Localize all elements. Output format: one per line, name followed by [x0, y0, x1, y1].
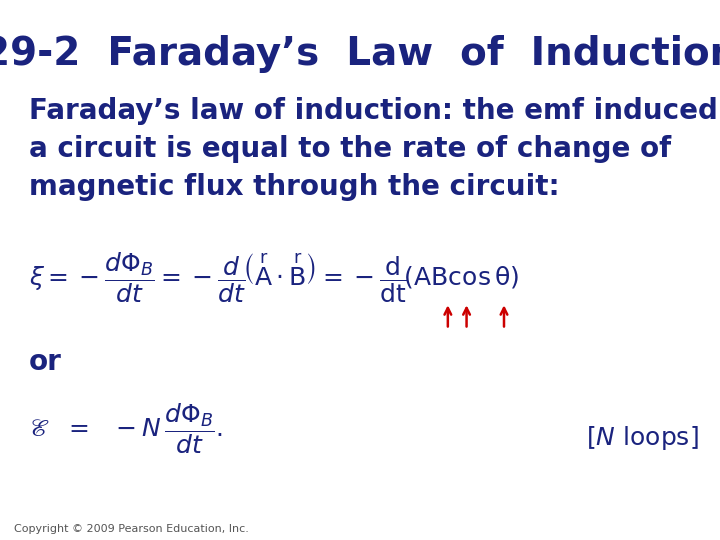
Text: $\xi = -\dfrac{d\Phi_B}{dt} = -\dfrac{d}{dt}\!\left(\overset{\rm r}{A}\cdot\over: $\xi = -\dfrac{d\Phi_B}{dt} = -\dfrac{d}… [29, 251, 519, 305]
Text: $\mathscr{E}\ \ =\ \ -N\,\dfrac{d\Phi_B}{dt}.$: $\mathscr{E}\ \ =\ \ -N\,\dfrac{d\Phi_B}… [29, 402, 223, 456]
Text: 29-2  Faraday’s  Law  of  Induction: 29-2 Faraday’s Law of Induction [0, 35, 720, 73]
Text: Faraday’s law of induction: the emf induced in
a circuit is equal to the rate of: Faraday’s law of induction: the emf indu… [29, 97, 720, 201]
Text: $[N\ \mathrm{loops}]$: $[N\ \mathrm{loops}]$ [586, 424, 698, 452]
Text: Copyright © 2009 Pearson Education, Inc.: Copyright © 2009 Pearson Education, Inc. [14, 523, 249, 534]
Text: or: or [29, 348, 62, 376]
